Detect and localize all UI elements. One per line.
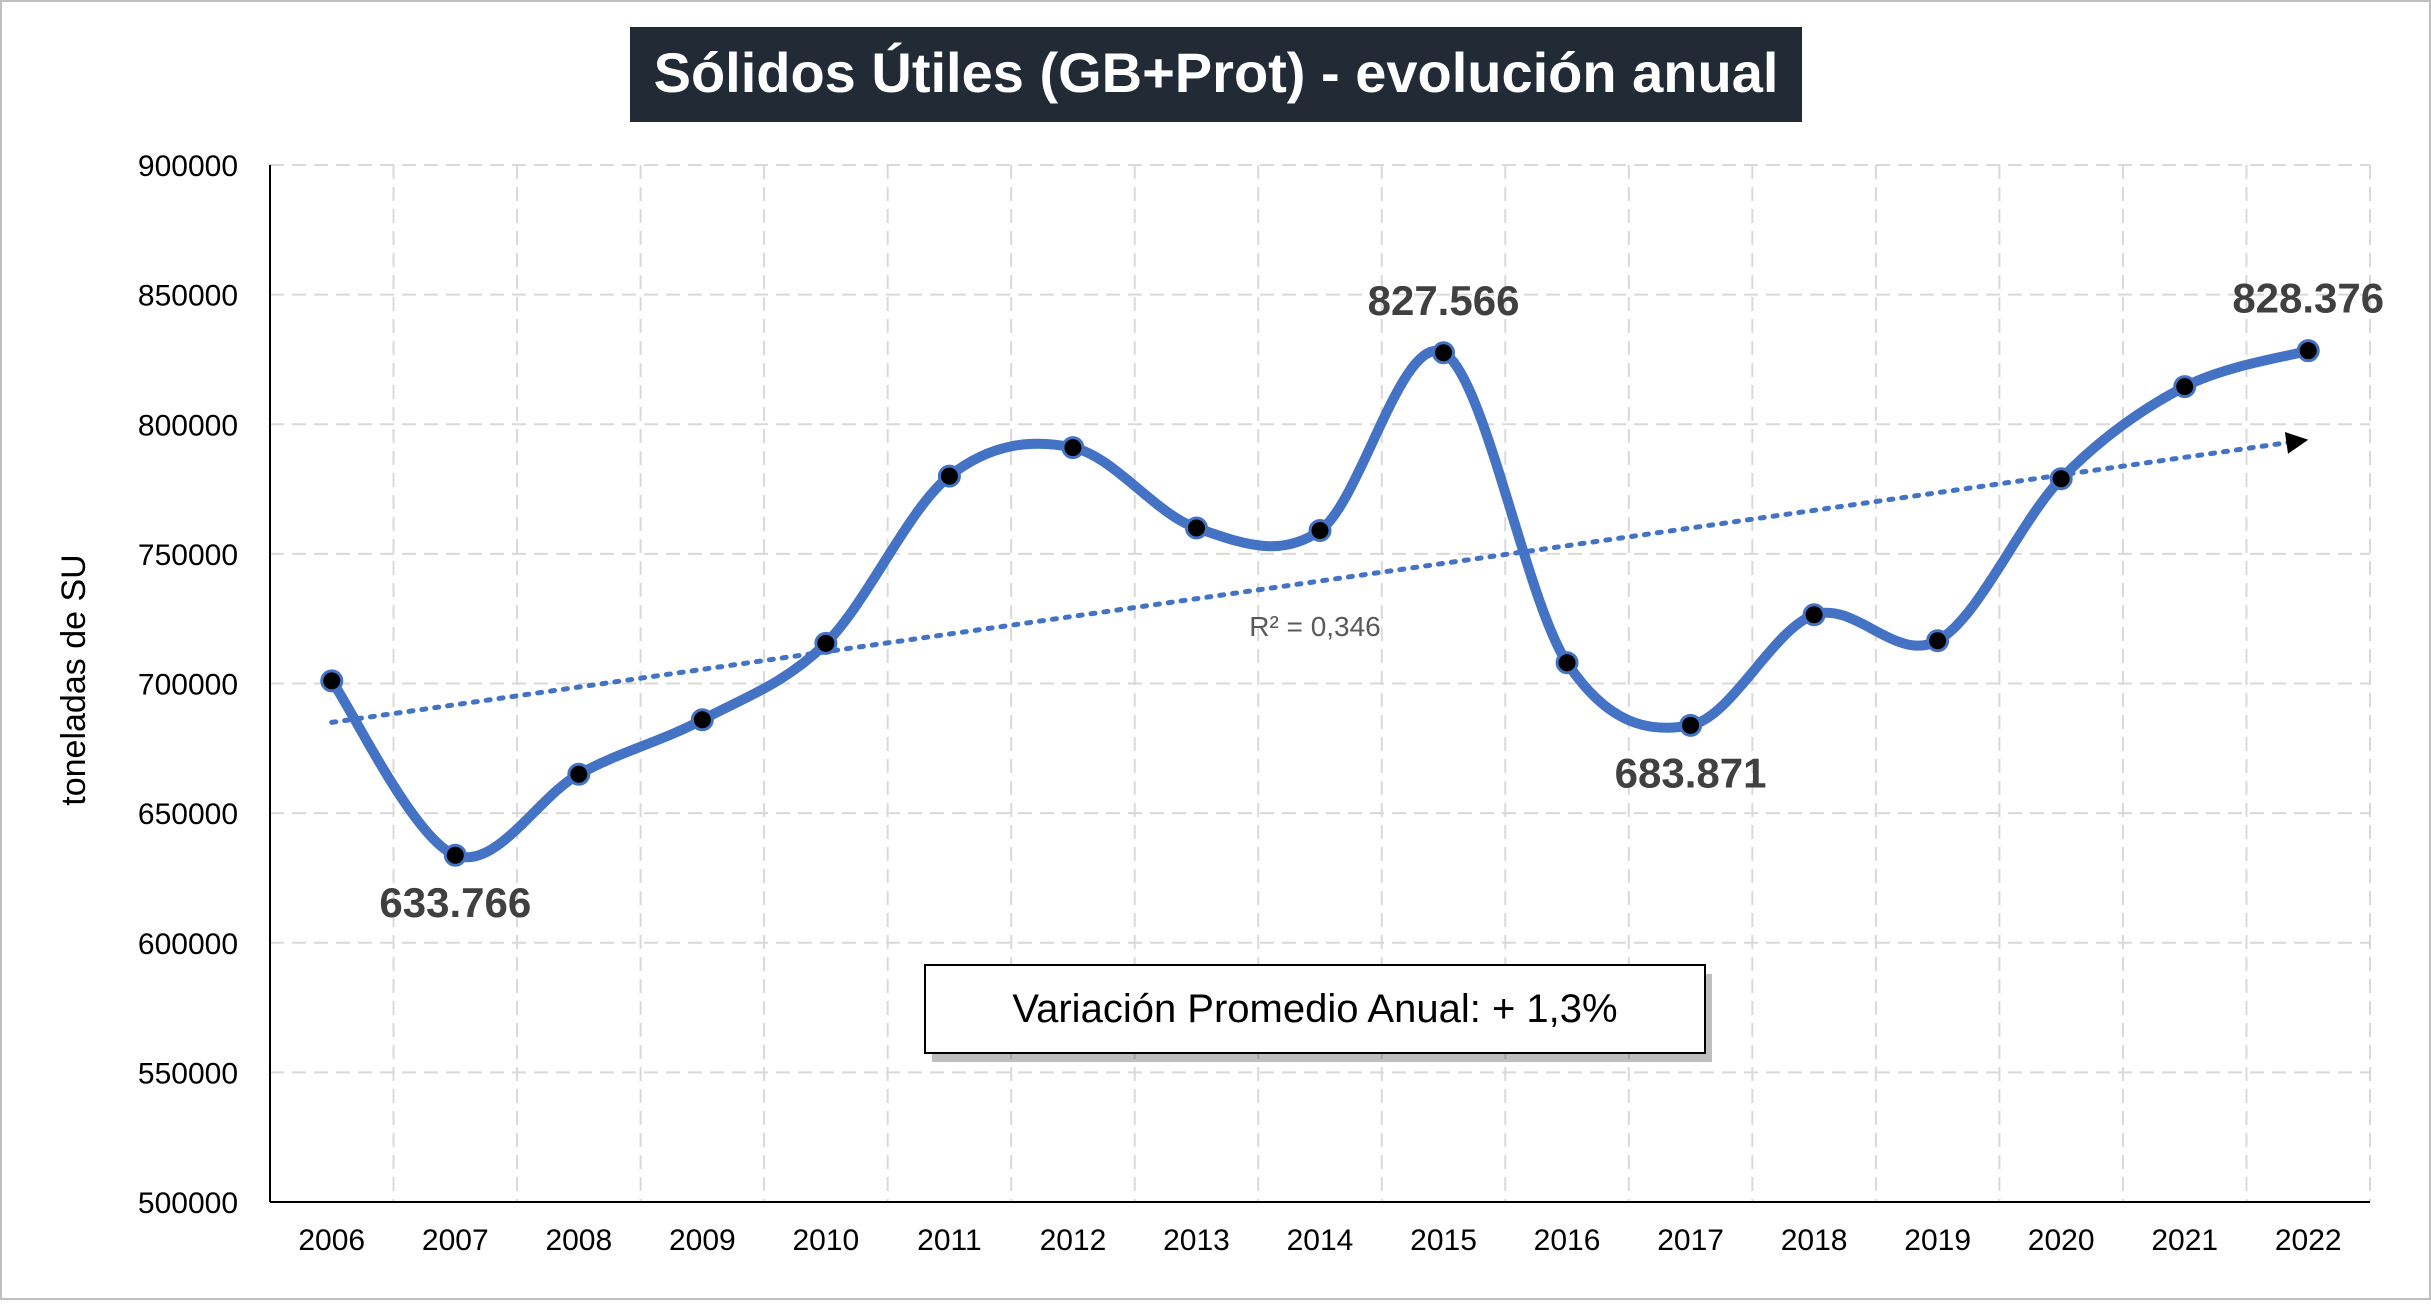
data-label-layer: 633.766 827.566 683.871 828.376 [379,275,2384,927]
data-point [1432,341,1456,365]
chart-title: Sólidos Útiles (GB+Prot) - evolución anu… [654,41,1779,104]
data-point [320,669,344,693]
annotation-box: Variación Promedio Anual: + 1,3% [924,964,1712,1062]
data-label: 633.766 [379,879,531,926]
y-tick-label: 850000 [138,280,238,313]
chart-title-background [630,27,1802,122]
annotation-frame [924,964,1706,1054]
data-point [2049,467,2073,491]
y-tick-label: 650000 [138,798,238,831]
data-point [1061,436,1085,460]
y-tick-label: 700000 [138,669,238,702]
trendline-r2-label: R² = 0,346 [1249,611,1381,642]
chart-title-group: Sólidos Útiles (GB+Prot) - evolución anu… [630,27,1802,122]
y-axis-label: toneladas de SU [55,554,93,805]
data-point [1184,516,1208,540]
x-tick-label: 2014 [1287,1224,1354,1257]
x-tick-label: 2008 [545,1224,612,1257]
data-point [1802,603,1826,627]
x-tick-label: 2017 [1657,1224,1724,1257]
trendline-layer [329,432,2309,725]
x-tick-label: 2007 [422,1224,489,1257]
x-tick-label: 2009 [669,1224,736,1257]
data-point [567,762,591,786]
series-line [326,345,2314,863]
y-tick-label: 550000 [138,1057,238,1090]
trendline [329,438,2303,725]
data-label: 827.566 [1368,277,1520,324]
x-tick-label: 2016 [1534,1224,1601,1257]
data-point [1679,713,1703,737]
x-tick-label: 2022 [2275,1224,2342,1257]
data-label: 828.376 [2232,275,2384,322]
x-tick-label: 2011 [917,1224,982,1257]
trendline-arrow [2284,432,2309,454]
x-tick-label: 2015 [1410,1224,1477,1257]
data-point [2296,339,2320,363]
y-tick-label: 750000 [138,539,238,572]
data-point [937,464,961,488]
data-point [1926,629,1950,653]
series-layer [320,339,2320,867]
data-point [814,631,838,655]
axis-layer: 500000 550000 600000 650000 700000 750000 8000… [138,150,2370,1257]
data-point [1555,651,1579,675]
data-point [1308,519,1332,543]
x-tick-label: 2013 [1163,1224,1230,1257]
x-tick-label: 2019 [1904,1224,1971,1257]
x-tick-label: 2020 [2028,1224,2095,1257]
y-tick-label: 500000 [138,1187,238,1220]
data-label: 683.871 [1615,749,1767,796]
x-tick-label: 2006 [298,1224,365,1257]
data-point [690,708,714,732]
x-tick-label: 2018 [1781,1224,1848,1257]
annotation-text: Variación Promedio Anual: + 1,3% [1012,987,1617,1031]
y-tick-label: 900000 [138,150,238,183]
y-tick-label: 600000 [138,928,238,961]
x-tick-label: 2010 [793,1224,860,1257]
x-tick-label: 2021 [2151,1224,2218,1257]
y-tick-label: 800000 [138,409,238,442]
x-tick-label: 2012 [1040,1224,1107,1257]
data-point [443,843,467,867]
data-point [2173,375,2197,399]
